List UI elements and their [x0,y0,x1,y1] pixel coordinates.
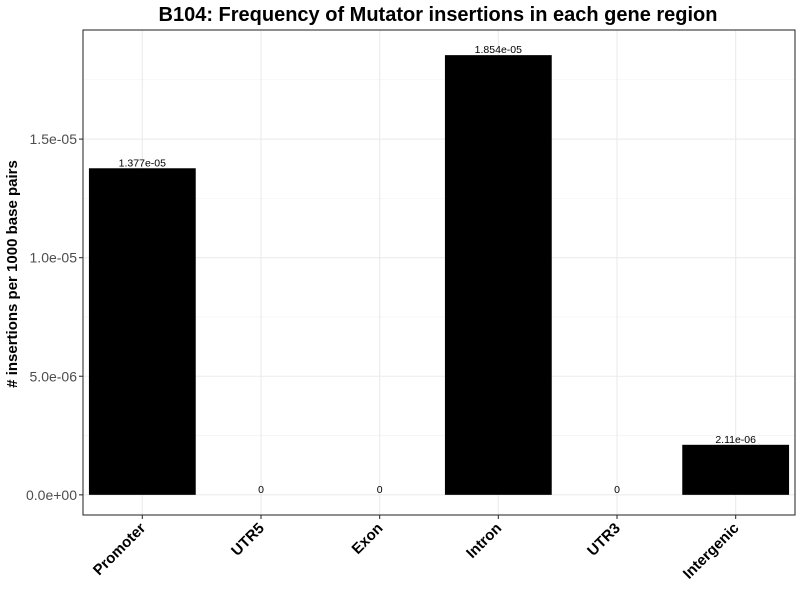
y-tick-label: 0.0e+00 [26,487,77,503]
bar-intergenic [682,444,790,495]
y-tick-label: 5.0e-06 [30,368,78,384]
y-axis-label: # insertions per 1000 base pairs [4,160,21,388]
x-tick-label-utr5: UTR5 [228,520,268,560]
data-label-utr3: 0 [614,484,620,496]
plot-background [83,30,795,515]
y-tick-label: 1.5e-05 [30,131,78,147]
chart-title: B104: Frequency of Mutator insertions in… [159,4,718,26]
plot-border [82,29,796,516]
x-tick-label-exon: Exon [349,520,387,558]
x-tick-label-intron: Intron [463,520,505,562]
bar-intron [444,55,552,495]
bar-promoter [88,168,196,495]
data-label-intron: 1.854e-05 [475,44,522,56]
data-label-utr5: 0 [258,484,264,496]
data-label-intergenic: 2.11e-06 [715,434,756,446]
x-tick-label-promoter: Promoter [90,520,149,579]
plot-area: 1.377e-05 0 0 1.854e-05 0 2.11e-06 0.0e+00 5.0e… [26,29,796,583]
data-label-promoter: 1.377e-05 [119,157,166,169]
data-label-exon: 0 [377,484,383,496]
x-tick-label-intergenic: Intergenic [680,520,743,583]
x-tick-label-utr3: UTR3 [584,520,624,560]
y-tick-label: 1.0e-05 [30,250,78,266]
